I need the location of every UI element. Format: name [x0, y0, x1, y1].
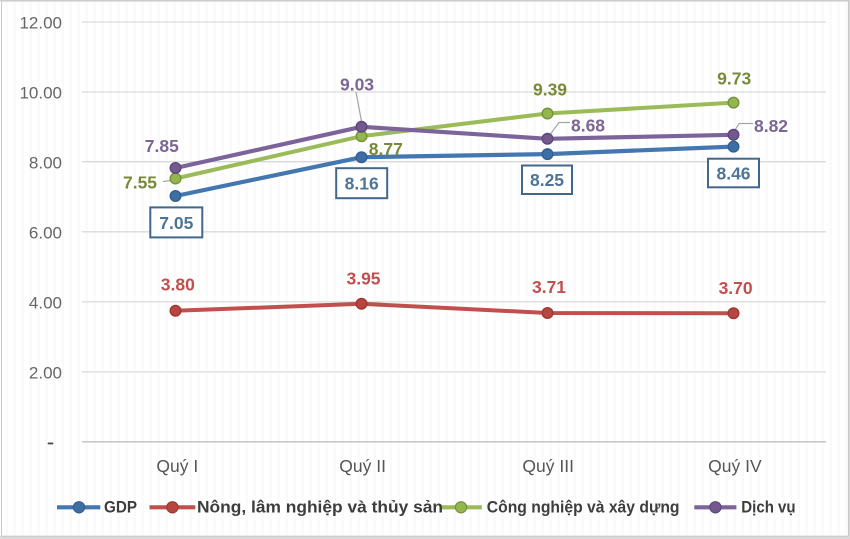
svg-text:8.77: 8.77 — [369, 139, 403, 159]
svg-text:9.03: 9.03 — [340, 74, 374, 94]
svg-text:Dịch vụ: Dịch vụ — [741, 498, 795, 517]
svg-text:Quý II: Quý II — [339, 456, 386, 476]
svg-text:3.70: 3.70 — [719, 278, 753, 298]
svg-text:8.00: 8.00 — [29, 153, 62, 172]
svg-text:9.73: 9.73 — [717, 69, 751, 89]
svg-text:GDP: GDP — [104, 498, 137, 517]
svg-text:3.95: 3.95 — [346, 269, 380, 289]
svg-text:Quý III: Quý III — [522, 456, 574, 476]
svg-text:4.00: 4.00 — [29, 294, 62, 313]
svg-text:8.25: 8.25 — [530, 170, 564, 190]
svg-text:6.00: 6.00 — [29, 224, 62, 243]
svg-text:Quý I: Quý I — [156, 456, 198, 476]
svg-text:8.46: 8.46 — [716, 163, 750, 183]
svg-text:Quý IV: Quý IV — [708, 456, 762, 476]
svg-text:2.00: 2.00 — [29, 364, 62, 383]
svg-text:8.68: 8.68 — [571, 115, 605, 135]
svg-text:12.00: 12.00 — [19, 14, 62, 33]
svg-text:3.71: 3.71 — [532, 277, 566, 297]
svg-text:Công nghiệp và xây dựng: Công nghiệp và xây dựng — [487, 498, 680, 517]
svg-text:8.16: 8.16 — [345, 174, 379, 194]
svg-text:7.85: 7.85 — [145, 136, 179, 156]
svg-text:10.00: 10.00 — [19, 84, 62, 103]
svg-text:7.05: 7.05 — [159, 213, 193, 233]
svg-text:3.80: 3.80 — [161, 275, 195, 295]
svg-text:8.82: 8.82 — [754, 116, 788, 136]
svg-text:7.55: 7.55 — [123, 173, 157, 193]
svg-text:Nông, lâm nghiệp và thủy sản: Nông, lâm nghiệp và thủy sản — [197, 498, 443, 517]
svg-text:9.39: 9.39 — [533, 79, 567, 99]
